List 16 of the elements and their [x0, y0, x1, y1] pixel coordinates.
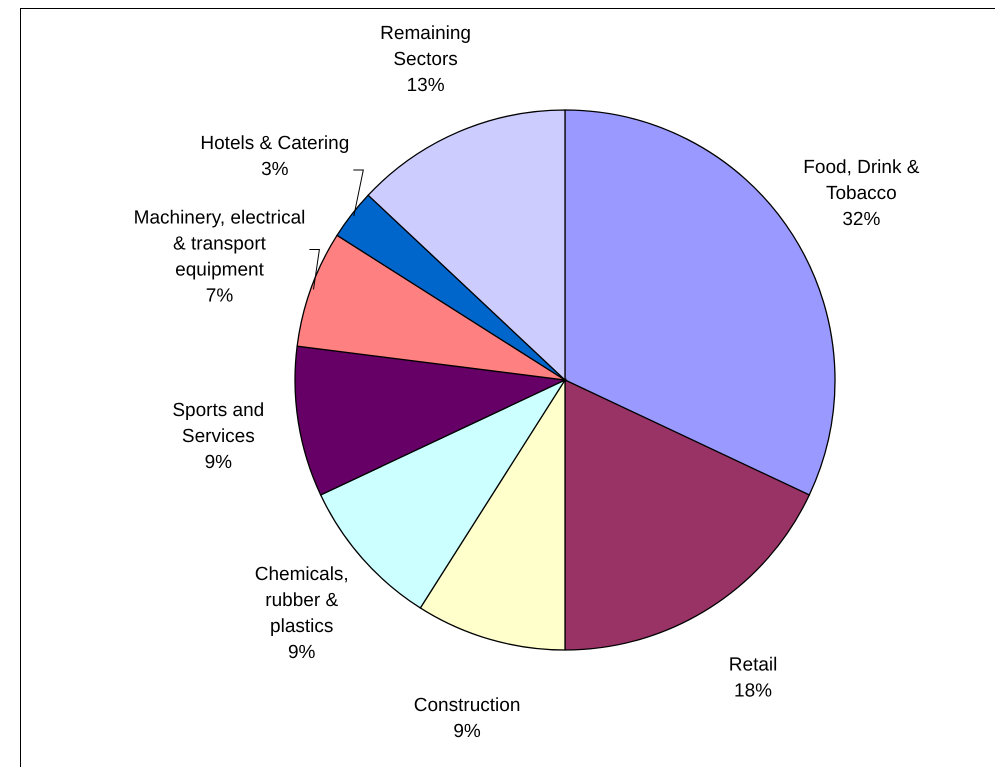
slice-label: Chemicals, rubber & plastics	[254, 564, 349, 638]
data-label: 7%	[206, 286, 234, 307]
data-label: 9%	[453, 721, 481, 742]
data-label: 3%	[261, 158, 289, 180]
slice-label: Food, Drink & Tobacco	[803, 156, 920, 204]
data-label: 9%	[288, 642, 316, 664]
data-label: 9%	[204, 452, 232, 473]
slice-label: Hotels & Catering	[200, 132, 350, 154]
slice-label: Retail	[728, 654, 778, 676]
data-label: 13%	[406, 74, 445, 96]
slice-label: Sports and Services	[172, 400, 264, 447]
slice-label: Construction	[414, 695, 520, 716]
slice-label: Remaining Sectors	[380, 22, 472, 70]
data-label: 18%	[734, 680, 772, 702]
slice-label: Machinery, electrical & transport equipment	[134, 208, 306, 281]
data-label: 32%	[842, 208, 880, 230]
